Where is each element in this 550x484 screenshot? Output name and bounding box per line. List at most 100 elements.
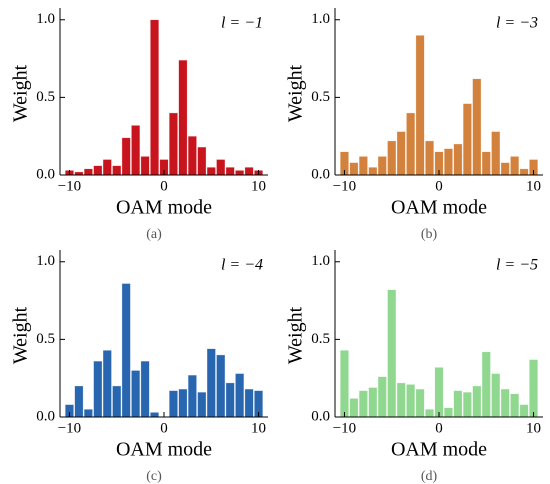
bar (235, 373, 245, 418)
bar (368, 387, 378, 418)
bar (510, 156, 520, 176)
bar (424, 140, 435, 176)
x-axis-label: OAM mode (391, 197, 487, 219)
y-tick-label: 0.5 (311, 89, 330, 105)
bar (178, 388, 188, 418)
bar (178, 59, 188, 176)
panel: 0.0 0.5 1.0 −10 0 10 OAM mode Weight l = −4 (c) (10, 250, 268, 484)
bar (74, 385, 84, 418)
bar (491, 373, 501, 418)
bar (377, 376, 387, 418)
bar (197, 146, 207, 176)
caption: (b) (421, 227, 438, 242)
bar (462, 103, 472, 176)
annotation: l = −1 (221, 15, 263, 32)
bar (387, 140, 397, 176)
x-tick-label: 10 (526, 178, 541, 194)
bar (349, 398, 359, 418)
bar (339, 349, 350, 418)
bar (358, 156, 368, 176)
y-axis-label: Weight (285, 64, 307, 122)
bar (472, 78, 482, 176)
bar (149, 19, 160, 176)
bar (406, 112, 416, 176)
x-tick-label: 10 (251, 178, 266, 194)
y-tick-label: 0.0 (311, 408, 330, 424)
bar (244, 166, 254, 176)
bar (225, 382, 235, 418)
bar (481, 351, 491, 418)
x-axis-label: OAM mode (391, 439, 487, 461)
bar (500, 162, 510, 176)
y-tick-label: 0.0 (36, 166, 55, 182)
bar (434, 367, 444, 418)
x-tick-label: −10 (58, 178, 81, 194)
bar (112, 165, 122, 176)
bar (415, 388, 425, 418)
x-tick-label: −10 (58, 420, 81, 436)
annotation: l = −3 (496, 15, 538, 32)
bar (500, 388, 510, 418)
y-tick-label: 1.0 (36, 253, 55, 269)
bar (168, 390, 179, 418)
bar (235, 170, 245, 176)
bar (140, 360, 150, 418)
bar (424, 408, 435, 418)
bar (83, 168, 93, 176)
x-axis-label: OAM mode (116, 197, 212, 219)
y-tick-label: 0.5 (311, 331, 330, 347)
y-tick-label: 0.5 (36, 331, 55, 347)
x-tick-label: −10 (333, 178, 356, 194)
bar (358, 390, 368, 418)
y-tick-label: 1.0 (311, 253, 330, 269)
y-tick-label: 1.0 (36, 11, 55, 27)
bar (102, 349, 112, 418)
y-tick-label: 1.0 (311, 11, 330, 27)
bar (481, 151, 491, 176)
bar (206, 348, 216, 418)
bar (93, 360, 103, 418)
bar (368, 166, 378, 176)
bar (131, 370, 141, 418)
caption: (d) (421, 469, 438, 484)
bar (216, 159, 226, 176)
bar (491, 131, 501, 176)
bar (168, 112, 179, 176)
bar (396, 382, 406, 418)
bar (102, 159, 112, 176)
y-axis-label: Weight (10, 306, 32, 364)
annotation: l = −5 (496, 257, 538, 274)
x-axis-label: OAM mode (116, 439, 212, 461)
bar (206, 166, 216, 176)
bar (349, 162, 359, 176)
bar (149, 412, 160, 418)
bar (187, 374, 197, 418)
bar (187, 135, 197, 176)
bar (528, 359, 539, 418)
x-tick-label: −10 (333, 420, 356, 436)
bar (93, 165, 103, 176)
x-tick-label: 10 (251, 420, 266, 436)
y-tick-label: 0.0 (36, 408, 55, 424)
y-tick-label: 0.5 (36, 89, 55, 105)
bar (519, 168, 529, 176)
y-tick-label: 0.0 (311, 166, 330, 182)
bar (377, 156, 387, 176)
bar (443, 148, 454, 176)
bar (519, 404, 529, 418)
annotation: l = −4 (221, 257, 263, 274)
y-axis-label: Weight (10, 64, 32, 122)
x-tick-label: 0 (160, 178, 168, 194)
bar (112, 385, 122, 418)
y-axis-label: Weight (285, 306, 307, 364)
bar (244, 388, 254, 418)
bar (453, 390, 463, 418)
bar (216, 354, 226, 418)
caption: (c) (146, 469, 162, 484)
bar (510, 393, 520, 418)
bar (121, 137, 131, 176)
bar (415, 34, 425, 176)
x-tick-label: 10 (526, 420, 541, 436)
bar (225, 166, 235, 176)
caption: (a) (146, 227, 162, 242)
